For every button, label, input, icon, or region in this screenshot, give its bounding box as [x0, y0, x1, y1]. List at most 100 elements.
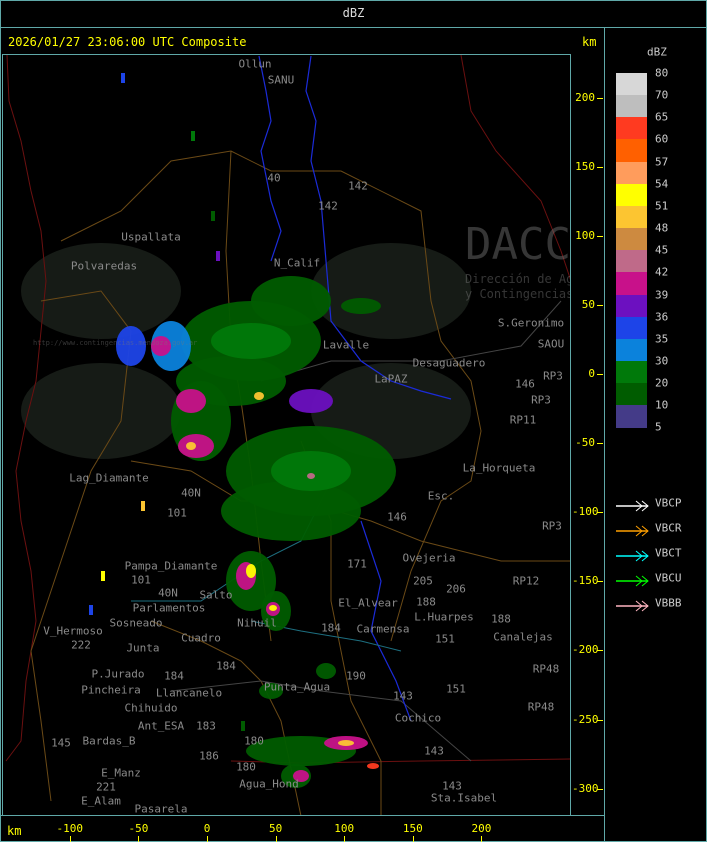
place-label: 142	[348, 179, 368, 193]
place-label: 40N	[158, 586, 178, 600]
place-label: RP48	[532, 662, 560, 676]
x-tick-label: -50	[128, 822, 149, 835]
place-label: 171	[347, 557, 367, 571]
radar-echo-speck	[141, 501, 145, 511]
legend-swatch	[616, 338, 647, 362]
x-unit-label: km	[7, 824, 22, 838]
place-label: 180	[244, 734, 264, 748]
place-label: RP3	[531, 393, 551, 407]
place-label: Bardas_B	[82, 734, 136, 748]
place-label: 184	[321, 621, 341, 635]
place-label: P.Jurado	[91, 667, 145, 681]
legend-swatch	[616, 161, 647, 185]
place-label: RP3	[543, 369, 563, 383]
place-label: 151	[446, 682, 466, 696]
place-label: Pasarela	[134, 802, 188, 816]
place-label: 183	[196, 719, 216, 733]
x-tick-label: 150	[402, 822, 423, 835]
watermark-url: http://www.contingencias.mendoza.gov.ar	[33, 339, 198, 347]
x-tick-mark	[69, 836, 71, 842]
y-tick-label: -200	[572, 643, 599, 657]
x-tick-mark	[481, 836, 483, 842]
map-canvas	[5, 55, 570, 815]
radar-echo	[338, 740, 354, 746]
y-tick-mark	[597, 443, 603, 445]
place-label: L.Huarpes	[414, 610, 474, 624]
y-tick-mark	[597, 97, 603, 99]
legend-swatch	[616, 117, 647, 140]
legend-swatch	[616, 405, 647, 428]
y-tick-mark	[597, 374, 603, 375]
x-tick-mark	[412, 836, 414, 842]
x-tick-mark	[344, 836, 346, 842]
place-label: Punta_Agua	[263, 680, 331, 694]
legend-level-label: 35	[655, 332, 669, 346]
y-tick-label: -150	[572, 574, 599, 588]
place-label: E_Manz	[101, 766, 141, 780]
y-tick-mark	[597, 719, 603, 721]
y-tick-label: 150	[575, 159, 595, 173]
place-label: S.Geronimo	[497, 316, 565, 330]
y-tick-label: 50	[581, 297, 595, 311]
road-line	[60, 150, 482, 642]
place-label: El_Alvear	[338, 596, 398, 610]
place-label: Sta.Isabel	[430, 791, 498, 805]
place-label: 142	[318, 199, 338, 213]
place-label: Canalejas	[493, 630, 553, 644]
y-tick-label: -100	[572, 505, 599, 519]
y-tick-mark	[597, 235, 603, 237]
legend-level-label: 42	[655, 265, 669, 279]
radar-echo	[221, 481, 361, 541]
place-label: 206	[446, 582, 466, 596]
y-unit-label: km	[582, 35, 597, 49]
radar-echo	[293, 770, 309, 782]
radar-echo-speck	[241, 721, 245, 731]
legend-level-label: 10	[655, 398, 669, 412]
place-label: Ant_ESA	[137, 719, 185, 733]
river-line	[258, 55, 282, 262]
radar-name-label: VBCU	[655, 571, 682, 585]
place-label: 101	[167, 506, 187, 520]
radar-echo	[251, 276, 331, 326]
river-line	[305, 55, 452, 400]
place-label: 190	[346, 669, 366, 683]
place-label: 40	[267, 171, 281, 185]
place-label: Sosneado	[109, 616, 163, 630]
place-label: 205	[413, 574, 433, 588]
legend-swatch	[616, 95, 647, 118]
radar-map[interactable]: DACC Dirección de Agricultura y Continge…	[2, 54, 571, 816]
legend-swatch	[616, 250, 647, 273]
legend-level-label: 39	[655, 288, 669, 301]
legend-swatch	[616, 294, 647, 318]
place-label: Junta	[126, 641, 160, 655]
legend-swatch	[616, 316, 647, 340]
legend-swatch	[616, 183, 647, 207]
radar-name-label: VBCP	[655, 496, 682, 510]
radar-echo-speck	[101, 571, 105, 581]
place-label: Uspallata	[121, 230, 181, 244]
road-line	[30, 290, 132, 802]
place-label: 188	[491, 612, 511, 626]
watermark-line2: y Contingencias Climáticas	[465, 287, 571, 301]
place-label: Ollun	[238, 57, 272, 71]
legend-swatch	[616, 139, 647, 163]
x-tick-mark	[138, 836, 140, 842]
place-label: SAOU	[537, 337, 565, 351]
place-label: Llancanelo	[155, 686, 223, 700]
place-label: 221	[96, 780, 116, 794]
place-label: La_Horqueta	[462, 461, 536, 475]
y-tick-label: -50	[575, 436, 595, 450]
place-label: Lavalle	[322, 338, 370, 352]
radar-echo-speck	[121, 73, 125, 83]
place-label: 143	[424, 744, 444, 758]
place-label: 143	[393, 689, 413, 703]
radar-echo	[254, 392, 264, 400]
x-tick-label: 50	[268, 822, 283, 835]
place-label: 184	[216, 659, 236, 673]
radar-name-label: VBCT	[655, 546, 682, 560]
place-label: 184	[164, 669, 184, 683]
legend-level-label: 30	[655, 354, 669, 368]
place-label: 151	[435, 632, 455, 646]
radar-echo	[246, 564, 256, 578]
radar-echo	[259, 683, 283, 699]
